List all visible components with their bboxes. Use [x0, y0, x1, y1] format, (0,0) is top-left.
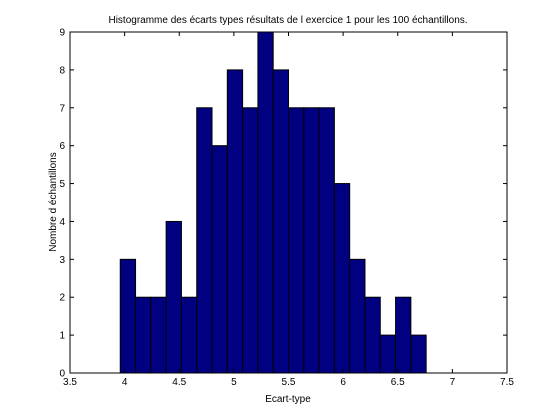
y-tick-label: 7 — [59, 103, 65, 114]
y-tick-label: 3 — [59, 255, 65, 266]
x-tick-label: 4.5 — [172, 377, 186, 388]
x-tick-label: 6 — [340, 377, 346, 388]
histogram-bar — [333, 183, 351, 374]
histogram-bar — [318, 107, 335, 374]
y-tick-label: 1 — [59, 331, 65, 342]
histogram-bar — [410, 334, 427, 374]
histogram-bar — [150, 296, 167, 374]
histogram-bar — [180, 296, 198, 374]
x-tick-label: 7.5 — [500, 377, 514, 388]
x-axis-label: Ecart-type — [265, 394, 311, 405]
histogram-bar — [226, 69, 244, 374]
y-tick-label: 2 — [59, 293, 65, 304]
x-tick-label: 5 — [231, 377, 237, 388]
histogram-bar — [349, 258, 366, 374]
x-tick-label: 3.5 — [63, 377, 77, 388]
histogram-bar — [119, 258, 137, 374]
x-tick-label: 5.5 — [282, 377, 296, 388]
y-tick-label: 8 — [59, 65, 65, 76]
y-tick-label: 5 — [59, 179, 65, 190]
x-tick-label: 4 — [122, 377, 128, 388]
histogram-bar — [364, 296, 381, 374]
histogram-bar — [379, 334, 397, 374]
histogram-bar — [303, 107, 320, 374]
y-tick-label: 4 — [59, 217, 65, 228]
x-tick-label: 7 — [450, 377, 456, 388]
histogram-bar — [257, 31, 274, 374]
histogram-bar — [196, 107, 213, 374]
y-tick-label: 9 — [59, 28, 65, 39]
histogram-bar — [272, 69, 289, 374]
chart-title: Histogramme des écarts types résultats d… — [108, 15, 467, 26]
histogram-bar — [135, 296, 152, 374]
histogram-bar — [242, 107, 259, 374]
ticks-group: 3.5 4 4.5 5 5.5 6 6.5 7 7.5 0 1 2 3 4 5 6 7 8 9 — [59, 28, 514, 389]
y-axis-label: Nombre d échantillons — [48, 152, 59, 252]
histogram-bar — [288, 107, 305, 374]
histogram-bar — [211, 145, 228, 374]
x-tick-label: 6.5 — [391, 377, 405, 388]
y-tick-label: 6 — [59, 141, 65, 152]
y-tick-label: 0 — [59, 369, 65, 380]
histogram-bar — [395, 296, 412, 374]
histogram-bar — [165, 220, 182, 374]
